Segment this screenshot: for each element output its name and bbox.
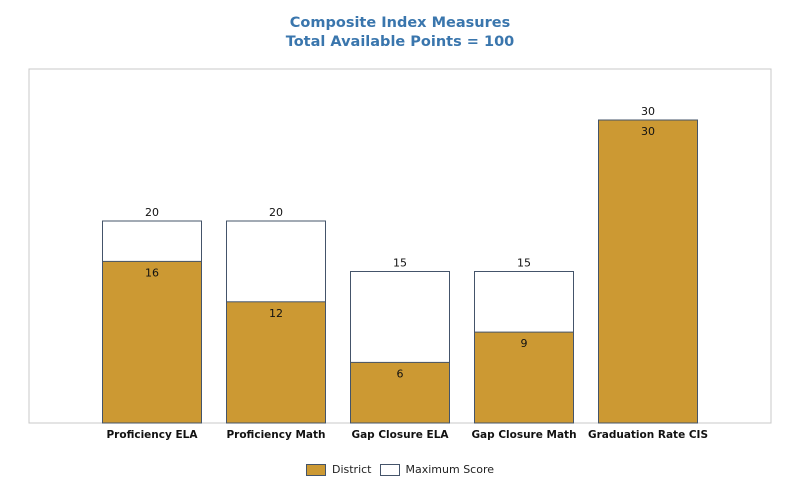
data-label-district-proficiency-math: 12 [269, 307, 283, 320]
legend: District Maximum Score [0, 463, 800, 476]
x-tick-label-gap-closure-ela: Gap Closure ELA [351, 429, 449, 441]
x-tick-label-graduation-rate-cis: Graduation Rate CIS [588, 429, 708, 441]
data-label-district-proficiency-ela: 16 [145, 266, 159, 279]
x-tick-label-gap-closure-math: Gap Closure Math [471, 429, 576, 441]
data-label-maximum-score-gap-closure-ela: 15 [393, 257, 407, 270]
bar-district-gap-closure-math [474, 331, 574, 424]
legend-item-district: District [305, 463, 372, 476]
bar-district-proficiency-ela [102, 260, 202, 424]
x-tick-label-proficiency-ela: Proficiency ELA [106, 429, 198, 441]
data-label-maximum-score-gap-closure-math: 15 [517, 257, 531, 270]
chart-title-block: Composite Index Measures Total Available… [0, 14, 800, 52]
bars-group: 20 16 20 12 15 6 15 9 30 30 [102, 105, 698, 424]
bar-district-gap-closure-ela [350, 361, 450, 424]
legend-label-district: District [331, 463, 372, 476]
x-tick-label-proficiency-math: Proficiency Math [226, 429, 325, 441]
data-label-maximum-score-graduation-rate-cis: 30 [641, 105, 655, 118]
chart-subtitle: Total Available Points = 100 [285, 34, 515, 50]
data-label-maximum-score-proficiency-ela: 20 [145, 206, 159, 219]
legend-swatch-maximum-score [379, 463, 400, 476]
data-label-district-gap-closure-ela: 6 [397, 367, 404, 380]
bar-district-proficiency-math [226, 301, 326, 424]
x-tick-labels: Proficiency ELA Proficiency Math Gap Closu… [106, 429, 708, 441]
data-label-district-graduation-rate-cis: 30 [641, 125, 655, 138]
legend-label-maximum-score: Maximum Score [405, 463, 495, 476]
chart-title: Composite Index Measures [289, 15, 511, 31]
data-label-maximum-score-proficiency-math: 20 [269, 206, 283, 219]
legend-swatch-district [305, 463, 326, 476]
bar-district-graduation-rate-cis [598, 119, 698, 424]
legend-item-maximum-score: Maximum Score [379, 463, 495, 476]
data-label-district-gap-closure-math: 9 [521, 337, 528, 350]
